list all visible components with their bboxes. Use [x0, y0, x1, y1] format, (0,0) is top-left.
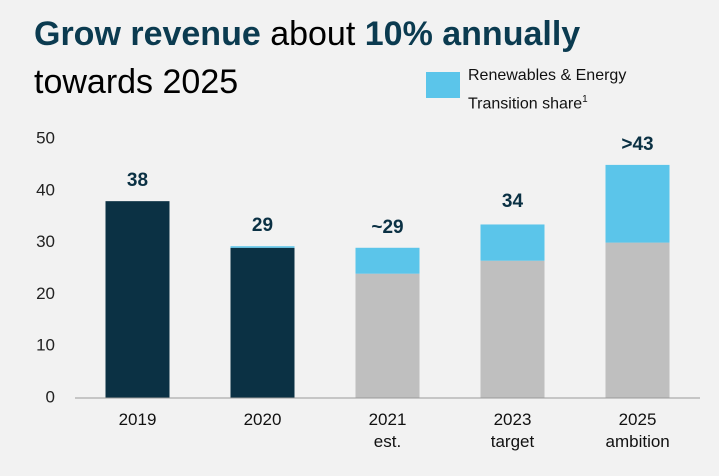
x-tick-label: 2019 [118, 410, 157, 429]
total-label: ~29 [371, 217, 403, 238]
y-tick-label: 40 [36, 180, 55, 199]
y-tick-label: 0 [46, 387, 55, 406]
footnote-mark: 1 [582, 94, 588, 105]
legend-label: Renewables & Energy Transition share1 [468, 64, 698, 116]
legend-text: Renewables & Energy Transition share [468, 67, 627, 113]
total-label: 29 [252, 215, 273, 236]
total-label: 34 [502, 191, 524, 212]
bar-segment [355, 247, 420, 274]
total-label: >43 [621, 134, 653, 155]
y-tick-label: 30 [36, 232, 55, 251]
y-tick-label: 10 [36, 336, 55, 355]
bar-segment [230, 246, 295, 248]
bar-segment [355, 273, 420, 398]
bar-segment [605, 242, 670, 398]
bar-segment [480, 224, 545, 261]
chart-title: Grow revenue about 10% annually [34, 12, 580, 56]
bar-segment [480, 260, 545, 398]
legend-swatch [426, 72, 460, 98]
bar-segment [605, 164, 670, 243]
title-part: 10% annually [364, 15, 581, 53]
x-tick-label: 2025 ambition [605, 410, 670, 451]
title-part: about [270, 15, 356, 53]
x-tick-label: 2020 [243, 410, 282, 429]
chart-title-line: towards 2025 [34, 63, 239, 101]
x-tick-label: 2021 est. [368, 410, 407, 451]
x-tick-label: 2023 target [490, 410, 535, 451]
y-tick-label: 20 [36, 284, 55, 303]
y-tick-label: 50 [36, 128, 55, 147]
bar-segment [105, 201, 170, 398]
title-part: Grow revenue [34, 15, 261, 53]
total-label: 38 [127, 170, 148, 191]
bar-segment [230, 247, 295, 398]
